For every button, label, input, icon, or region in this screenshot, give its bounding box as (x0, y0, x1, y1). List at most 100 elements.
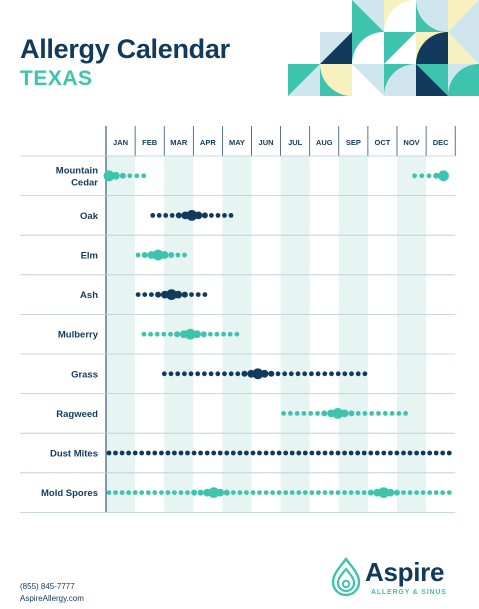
ragweed-dot (355, 411, 361, 416)
mold-spores-dot (244, 490, 249, 495)
dust-mites-dot (132, 450, 138, 456)
grass-dot (282, 371, 288, 377)
mold-spores-dot (145, 490, 151, 495)
mold-spores-dot (263, 490, 269, 495)
month-label-mar: MAR (170, 138, 188, 147)
dust-mites-dot (139, 450, 145, 456)
mold-spores-dot (223, 489, 230, 496)
mulberry-dot (185, 328, 196, 340)
dust-mites-dot (165, 450, 171, 456)
mold-spores-dot (165, 490, 171, 495)
mountain-cedar-dot (134, 173, 140, 179)
oak-dot (175, 212, 182, 219)
oak-dot (194, 211, 203, 220)
dust-mites-dot (368, 450, 374, 456)
dust-mites-dot (316, 450, 321, 456)
mold-spores-dot (191, 489, 198, 496)
grass-dot (268, 370, 275, 377)
mold-spores-dot (361, 490, 367, 495)
logo-tagline: ALLERGY & SINUS (371, 589, 447, 596)
dust-mites-dot (185, 450, 190, 456)
grass-dot (182, 371, 187, 377)
grass-dot (260, 369, 269, 378)
row-label-dust-mites: Dust Mites (50, 449, 98, 460)
grass-dot (168, 371, 174, 377)
dust-mites-dot (388, 450, 393, 456)
mulberry-dot (227, 331, 233, 337)
month-label-jun: JUN (259, 138, 274, 147)
dust-mites-dot (237, 450, 243, 456)
mold-spores-dot (401, 490, 406, 495)
dust-mites-dot (250, 450, 256, 456)
dust-mites-dot (217, 450, 223, 456)
mountain-cedar-dot (119, 172, 126, 179)
dust-mites-dot (401, 450, 406, 456)
dust-mites-dot (407, 450, 413, 456)
mold-spores-dot (335, 490, 341, 495)
oak-dot (222, 213, 227, 218)
grass-dot (195, 371, 201, 377)
grass-dot (362, 371, 368, 377)
dust-mites-dot (309, 450, 315, 456)
mold-spores-dot (289, 490, 295, 495)
elm-dot (175, 252, 181, 258)
mold-spores-dot (139, 490, 145, 495)
mulberry-dot (221, 331, 227, 337)
mold-spores-dot (126, 490, 131, 495)
dust-mites-dot (119, 450, 125, 456)
dust-mites-dot (152, 450, 158, 456)
grass-dot (302, 371, 308, 377)
month-label-jan: JAN (113, 138, 128, 147)
mold-spores-dot (420, 490, 426, 495)
dust-mites-dot (420, 450, 426, 456)
mold-spores-dot (414, 490, 419, 495)
ash-dot (195, 292, 201, 297)
ragweed-dot (403, 411, 408, 416)
dust-mites-dot (414, 450, 419, 456)
mulberry-dot (161, 331, 167, 337)
mold-spores-dot (367, 489, 374, 496)
mold-spores-dot (208, 487, 220, 498)
mold-spores-dot (329, 490, 334, 495)
mold-spores-dot (216, 488, 225, 497)
oak-dot (169, 213, 175, 218)
mountain-cedar-dot (141, 173, 147, 179)
month-label-dec: DEC (433, 138, 449, 147)
dust-mites-dot (224, 450, 230, 456)
row-label-oak: Oak (80, 211, 99, 222)
dust-mites-dot (335, 450, 341, 456)
dust-mites-dot (257, 450, 262, 456)
dust-mites-dot (211, 450, 217, 456)
elm-dot (182, 252, 187, 258)
ash-dot (166, 289, 177, 300)
mulberry-dot (148, 331, 154, 337)
dust-mites-dot (394, 450, 400, 456)
row-label-mold-spores: Mold Spores (41, 488, 98, 499)
month-label-jul: JUL (288, 138, 303, 147)
ragweed-dot (294, 411, 300, 416)
dust-mites-dot (113, 450, 118, 456)
mulberry-dot (207, 331, 213, 337)
dust-mites-dot (172, 450, 177, 456)
mold-spores-dot (119, 490, 125, 495)
grass-dot (202, 371, 207, 377)
mold-spores-dot (178, 490, 184, 495)
dust-mites-dot (440, 450, 446, 456)
month-label-apr: APR (200, 138, 216, 147)
ash-dot (135, 292, 141, 297)
elm-dot (152, 249, 164, 261)
ragweed-dot (340, 409, 349, 418)
mountain-cedar-dot (433, 172, 440, 179)
mold-spores-dot (276, 490, 282, 495)
elm-dot (141, 252, 148, 258)
elm-dot (160, 251, 169, 259)
grass-dot (228, 371, 234, 377)
grass-dot (342, 371, 348, 377)
elm-dot (135, 252, 141, 258)
oak-dot (201, 212, 208, 219)
mold-spores-dot (427, 490, 433, 495)
dust-mites-dot (374, 450, 380, 456)
ash-dot (181, 291, 188, 298)
mold-spores-dot (355, 490, 361, 495)
mold-spores-dot (257, 490, 262, 495)
